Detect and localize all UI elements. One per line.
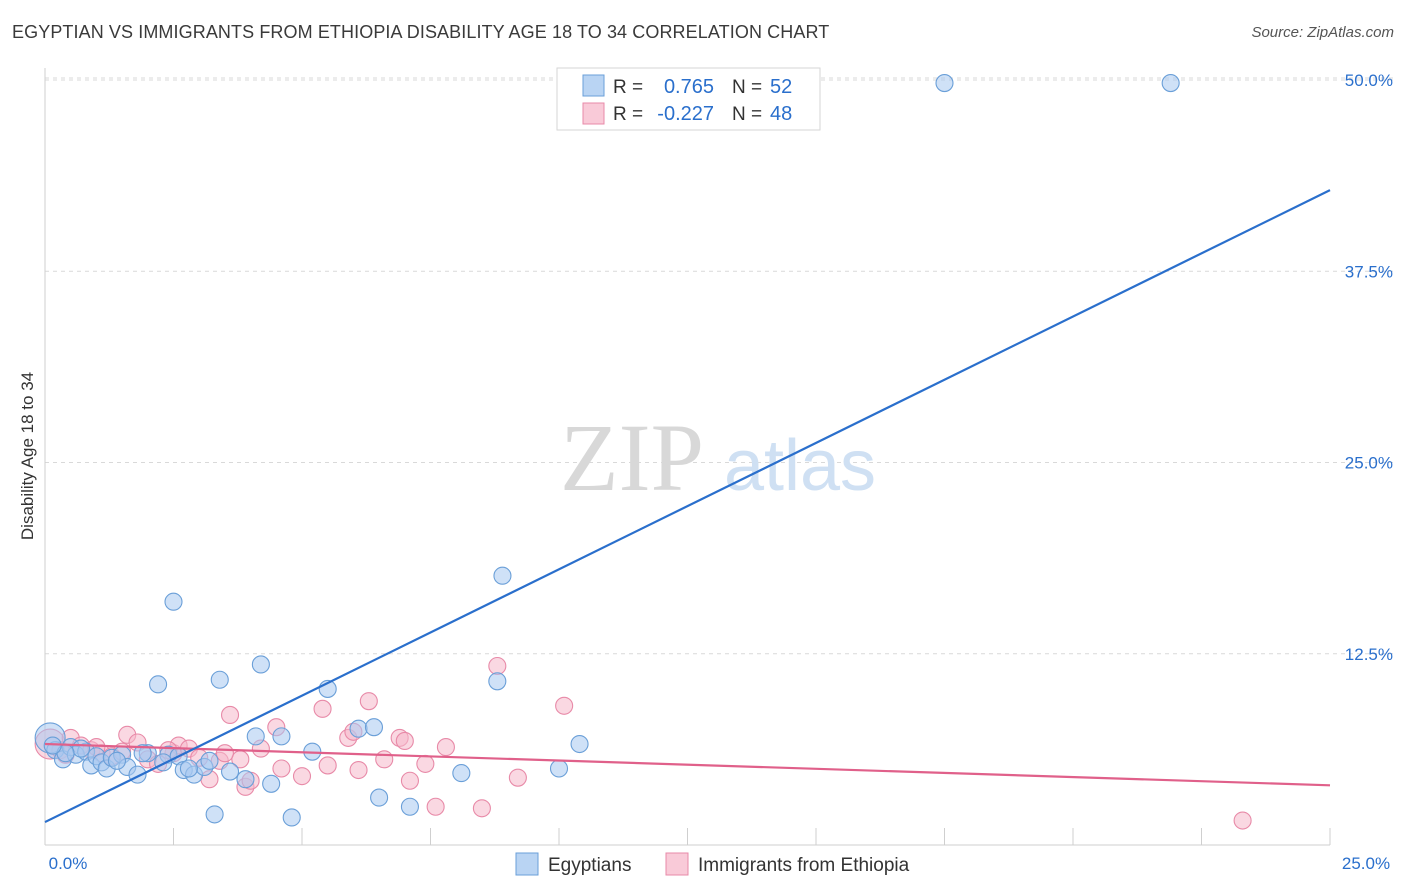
watermark-zip: ZIP: [560, 404, 704, 511]
ethiopia-point[interactable]: [272, 759, 291, 778]
egyptians-point[interactable]: [935, 74, 954, 93]
egyptians-point[interactable]: [205, 805, 224, 824]
egyptians-point[interactable]: [488, 672, 507, 691]
egyptians-point[interactable]: [107, 751, 127, 770]
ethiopia-point[interactable]: [1233, 811, 1252, 830]
ethiopia-point[interactable]: [472, 799, 491, 818]
watermark-atlas: atlas: [724, 426, 876, 506]
egyptians-point[interactable]: [452, 764, 471, 783]
y-tick-label: 25.0%: [1345, 454, 1393, 473]
egyptians-point[interactable]: [71, 739, 91, 758]
bottom-legend-label-egyptians[interactable]: Egyptians: [548, 855, 631, 876]
legend-r-label-2: R =: [613, 104, 643, 125]
chart-title: EGYPTIAN VS IMMIGRANTS FROM ETHIOPIA DIS…: [12, 22, 830, 42]
legend-swatch-egyptians: [582, 74, 605, 97]
ethiopia-point[interactable]: [359, 692, 378, 711]
ethiopia-point[interactable]: [292, 767, 312, 786]
trend-line-egyptians: [44, 189, 1331, 824]
ethiopia-point[interactable]: [395, 731, 414, 751]
gridlines: [45, 77, 1395, 655]
egyptians-point[interactable]: [400, 797, 419, 816]
ethiopia-point[interactable]: [313, 699, 332, 718]
egyptians-point[interactable]: [282, 808, 301, 827]
egyptians-point[interactable]: [570, 734, 589, 754]
legend-r-label-1: R =: [613, 77, 643, 98]
ethiopia-point[interactable]: [215, 744, 234, 763]
egyptians-point[interactable]: [549, 759, 569, 778]
y-tick-label: 50.0%: [1345, 71, 1393, 90]
egyptians-point[interactable]: [251, 655, 270, 674]
egyptians-point[interactable]: [349, 719, 368, 738]
trend-line-ethiopia: [44, 742, 1331, 787]
egyptians-point[interactable]: [179, 759, 198, 778]
egyptians-point[interactable]: [272, 727, 291, 746]
legend-swatch-ethiopia: [582, 102, 605, 125]
bottom-legend: Egyptians Immigrants from Ethiopia: [515, 852, 910, 876]
egyptians-point[interactable]: [200, 751, 219, 770]
ethiopia-point[interactable]: [220, 705, 240, 725]
legend-box: R = 0.765 N = 52 R = -0.227 N = 48: [556, 67, 821, 131]
y-tick-labels: 12.5% 25.0% 37.5% 50.0%: [1345, 71, 1393, 664]
egyptians-point[interactable]: [364, 718, 384, 737]
bottom-legend-swatch-egyptians[interactable]: [515, 852, 539, 876]
legend-r-value-1: 0.765: [664, 76, 714, 98]
x-tick-label-max: 25.0%: [1342, 854, 1390, 873]
egyptians-point[interactable]: [154, 753, 173, 772]
legend-n-label-2: N =: [732, 104, 762, 125]
ethiopia-point[interactable]: [488, 656, 507, 676]
series-egyptians-points: [34, 74, 1180, 827]
y-tick-label: 37.5%: [1345, 262, 1393, 281]
ethiopia-point[interactable]: [375, 750, 394, 769]
egyptians-point[interactable]: [493, 566, 512, 585]
ethiopia-point[interactable]: [318, 756, 337, 775]
ethiopia-point[interactable]: [416, 754, 435, 773]
egyptians-point[interactable]: [236, 770, 255, 789]
legend-n-value-1: 52: [770, 76, 792, 98]
ethiopia-point[interactable]: [426, 797, 445, 816]
ethiopia-point[interactable]: [436, 738, 455, 757]
ethiopia-point[interactable]: [349, 760, 368, 780]
legend-r-value-2: -0.227: [657, 103, 714, 125]
egyptians-point[interactable]: [262, 774, 281, 793]
y-axis-title: Disability Age 18 to 34: [18, 372, 37, 540]
y-tick-label: 12.5%: [1345, 645, 1393, 664]
bottom-legend-swatch-ethiopia[interactable]: [665, 852, 689, 876]
egyptians-point[interactable]: [370, 788, 389, 807]
source-label: Source: ZipAtlas.com: [1251, 24, 1394, 41]
egyptians-point[interactable]: [164, 592, 183, 611]
egyptians-point[interactable]: [210, 670, 229, 689]
egyptians-point[interactable]: [246, 727, 265, 746]
legend-n-value-2: 48: [770, 103, 792, 125]
egyptians-point[interactable]: [220, 762, 240, 781]
egyptians-point[interactable]: [133, 744, 152, 763]
x-ticks: [44, 828, 1331, 845]
legend-n-label-1: N =: [732, 77, 762, 98]
watermark: ZIP atlas: [560, 404, 876, 511]
ethiopia-point[interactable]: [400, 771, 419, 790]
ethiopia-point[interactable]: [508, 768, 527, 787]
egyptians-point[interactable]: [149, 675, 168, 694]
ethiopia-point[interactable]: [555, 696, 574, 715]
x-tick-label-min: 0.0%: [49, 854, 88, 873]
egyptians-point[interactable]: [1161, 74, 1180, 93]
bottom-legend-label-ethiopia[interactable]: Immigrants from Ethiopia: [698, 855, 910, 876]
